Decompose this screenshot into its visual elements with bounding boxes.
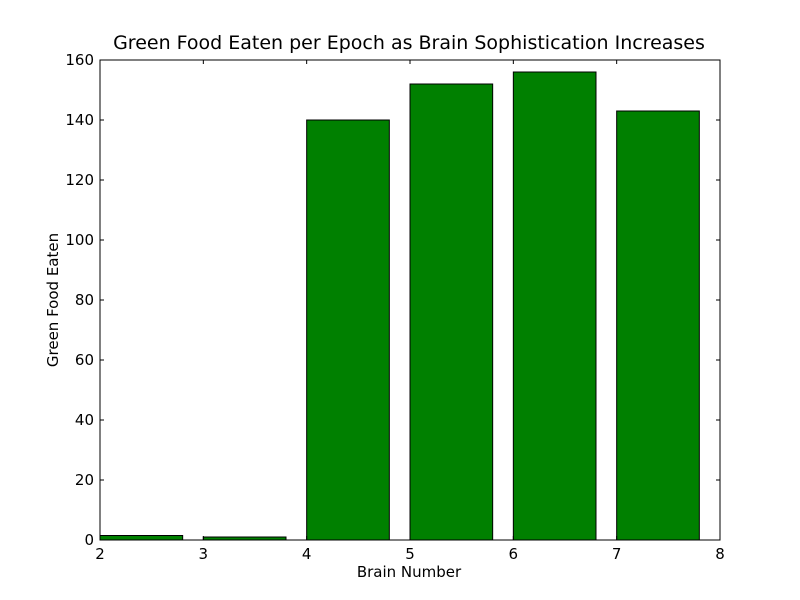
chart-title: Green Food Eaten per Epoch as Brain Soph… <box>113 32 705 54</box>
y-tick-label-60: 60 <box>75 351 94 369</box>
y-tick-label-0: 0 <box>84 531 94 549</box>
x-tick-label-6: 6 <box>509 545 519 563</box>
y-tick-label-80: 80 <box>75 291 94 309</box>
y-tick-label-40: 40 <box>75 411 94 429</box>
x-axis-label: Brain Number <box>357 563 462 581</box>
plot-frame <box>99 59 721 541</box>
bar-brain-2 <box>99 535 184 541</box>
bar-brain-6 <box>512 71 597 541</box>
x-tick-label-4: 4 <box>302 545 312 563</box>
bar-brain-7 <box>616 110 700 541</box>
y-tick-label-20: 20 <box>75 471 94 489</box>
y-tick-label-120: 120 <box>65 171 94 189</box>
y-tick-label-160: 160 <box>65 51 94 69</box>
bar-brain-5 <box>409 83 494 541</box>
y-axis-label: Green Food Eaten <box>44 233 62 367</box>
y-tick-label-140: 140 <box>65 111 94 129</box>
x-tick-label-3: 3 <box>199 545 209 563</box>
x-tick-label-7: 7 <box>612 545 622 563</box>
y-tick-label-100: 100 <box>65 231 94 249</box>
x-tick-label-2: 2 <box>95 545 105 563</box>
x-tick-label-5: 5 <box>405 545 415 563</box>
x-tick-label-8: 8 <box>715 545 725 563</box>
bars-group <box>99 71 700 541</box>
bar-brain-4 <box>306 119 390 541</box>
